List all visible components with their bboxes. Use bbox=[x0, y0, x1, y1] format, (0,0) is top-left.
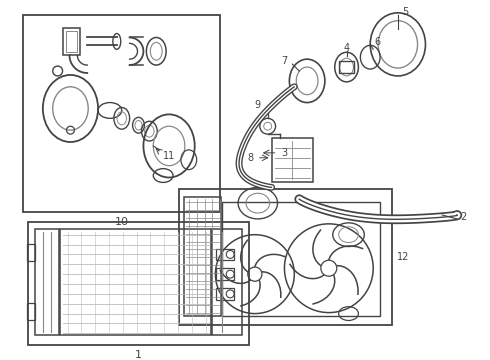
Text: 2: 2 bbox=[460, 212, 466, 222]
Bar bbox=[66, 31, 77, 52]
Bar bbox=[28, 222, 249, 345]
Text: 5: 5 bbox=[402, 7, 408, 17]
Text: 12: 12 bbox=[397, 252, 409, 262]
Text: 6: 6 bbox=[374, 37, 380, 48]
Bar bbox=[27, 244, 35, 261]
Bar bbox=[27, 303, 35, 320]
Bar bbox=[339, 61, 354, 73]
Text: 11: 11 bbox=[163, 151, 175, 161]
Bar bbox=[217, 268, 234, 280]
Bar bbox=[271, 138, 313, 183]
Text: 1: 1 bbox=[135, 350, 142, 360]
Text: 7: 7 bbox=[281, 56, 288, 66]
Bar bbox=[217, 288, 234, 300]
Bar bbox=[217, 248, 234, 260]
Bar bbox=[60, 229, 212, 335]
Bar bbox=[23, 15, 220, 212]
Text: 3: 3 bbox=[281, 148, 288, 158]
Bar bbox=[35, 229, 59, 335]
Text: 10: 10 bbox=[115, 217, 129, 227]
Text: 9: 9 bbox=[255, 99, 261, 109]
Bar bbox=[222, 202, 380, 316]
Text: 8: 8 bbox=[248, 153, 254, 163]
Bar bbox=[63, 28, 80, 55]
Bar bbox=[213, 229, 242, 335]
Text: 4: 4 bbox=[343, 43, 350, 53]
Bar bbox=[179, 189, 392, 325]
Bar bbox=[184, 197, 221, 316]
